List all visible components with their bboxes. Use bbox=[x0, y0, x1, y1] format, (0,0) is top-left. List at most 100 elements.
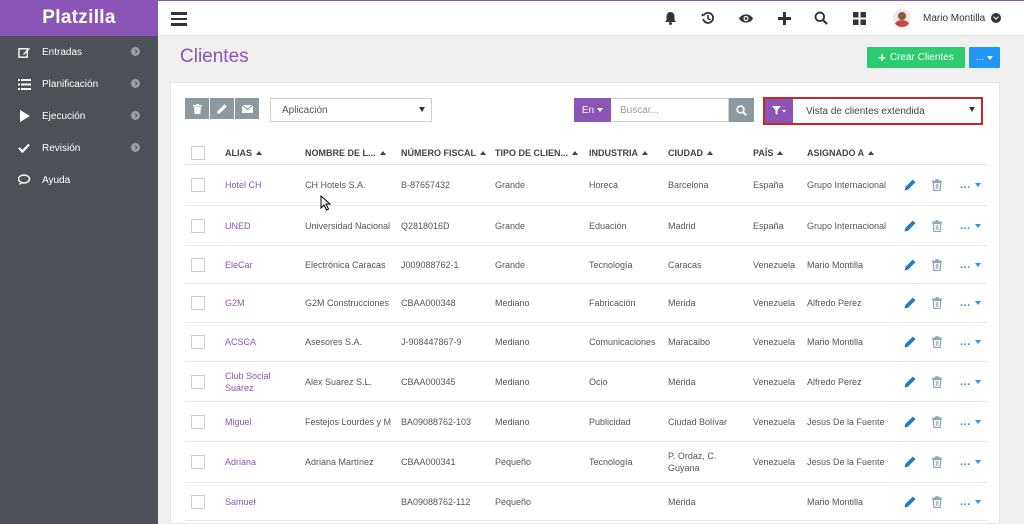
sidebar-item-label: Revisión bbox=[42, 142, 81, 154]
select-all-checkbox[interactable] bbox=[191, 145, 205, 160]
row-more-actions-button[interactable]: ... bbox=[960, 416, 981, 428]
search-language-dropdown[interactable]: En bbox=[574, 98, 611, 122]
edit-row-icon[interactable] bbox=[904, 496, 916, 508]
table-row[interactable]: G2M G2M Construcciones CBAA000348 Mediano Fa… bbox=[185, 284, 987, 323]
table-row[interactable]: EleCar Electrónica Caracas J009088762-1 Gra… bbox=[185, 246, 987, 284]
row-checkbox[interactable] bbox=[191, 374, 205, 389]
client-alias-link[interactable]: UNED bbox=[225, 220, 251, 231]
row-more-actions-button[interactable]: ... bbox=[960, 220, 981, 232]
column-header-alias[interactable]: ALIAS bbox=[225, 147, 305, 159]
row-more-actions-button[interactable]: ... bbox=[960, 179, 981, 191]
edit-row-icon[interactable] bbox=[904, 456, 916, 468]
edit-button[interactable] bbox=[210, 98, 234, 119]
eye-icon[interactable] bbox=[738, 10, 754, 26]
row-checkbox[interactable] bbox=[191, 257, 205, 272]
edit-row-icon[interactable] bbox=[904, 259, 916, 271]
table-row[interactable]: ACSCA Asesores S.A. J-908447867-9 Mediano Co… bbox=[185, 323, 987, 362]
search-icon[interactable] bbox=[813, 10, 829, 26]
table-row[interactable]: Adriana Adriana Martínez CBAA000341 Pequeño… bbox=[185, 442, 987, 483]
edit-row-icon[interactable] bbox=[904, 297, 916, 309]
edit-row-icon[interactable] bbox=[904, 220, 916, 232]
row-checkbox[interactable] bbox=[191, 296, 205, 310]
row-more-actions-button[interactable]: ... bbox=[960, 259, 981, 271]
sort-icon bbox=[642, 150, 648, 155]
user-name: Mario Montilla bbox=[923, 12, 986, 24]
row-checkbox[interactable] bbox=[191, 178, 205, 192]
sidebar-item-entradas[interactable]: Entradas bbox=[0, 36, 158, 68]
delete-button[interactable] bbox=[185, 98, 209, 119]
delete-row-icon[interactable] bbox=[931, 336, 943, 348]
sidebar-item-ayuda[interactable]: Ayuda bbox=[0, 164, 158, 196]
row-checkbox[interactable] bbox=[191, 494, 205, 509]
row-more-actions-button[interactable]: ... bbox=[960, 336, 981, 348]
edit-row-icon[interactable] bbox=[904, 416, 916, 428]
client-alias-link[interactable]: G2M bbox=[225, 298, 245, 308]
sidebar-nav: Entradas Planificación Ejecución Revisió… bbox=[0, 36, 158, 196]
edit-row-icon[interactable] bbox=[904, 376, 916, 388]
column-header-industria[interactable]: INDUSTRIA bbox=[589, 147, 668, 159]
search-button[interactable] bbox=[729, 98, 754, 122]
user-menu[interactable]: Mario Montilla bbox=[893, 9, 1002, 27]
table-row[interactable]: Club Social Suárez Alex Suarez S.L. CBAA00… bbox=[185, 362, 987, 402]
client-alias-link[interactable]: EleCar bbox=[225, 259, 253, 270]
history-icon[interactable] bbox=[700, 10, 716, 26]
delete-row-icon[interactable] bbox=[931, 375, 943, 388]
client-type: Grande bbox=[495, 220, 526, 231]
client-assigned-to: Mario Montilla bbox=[807, 259, 864, 270]
row-more-actions-button[interactable]: ... bbox=[960, 297, 981, 309]
client-alias-link[interactable]: Hotel CH bbox=[225, 180, 262, 190]
sidebar-item-ejecucion[interactable]: Ejecución bbox=[0, 100, 158, 132]
caret-down-icon bbox=[974, 301, 981, 305]
application-select[interactable]: Aplicación bbox=[270, 98, 432, 122]
brand-logo[interactable]: Platzilla bbox=[0, 0, 158, 36]
row-checkbox[interactable] bbox=[191, 218, 205, 233]
row-checkbox[interactable] bbox=[191, 414, 205, 429]
row-checkbox[interactable] bbox=[191, 455, 205, 469]
row-checkbox[interactable] bbox=[191, 335, 205, 349]
delete-row-icon[interactable] bbox=[931, 456, 943, 468]
column-header-asignado[interactable]: ASIGNADO A bbox=[807, 147, 902, 159]
table-row[interactable]: Samuel BA09088762-112 Pequeño Mérida Mario M… bbox=[185, 483, 987, 521]
client-city: Barcelona bbox=[668, 180, 709, 190]
bulk-actions bbox=[185, 98, 260, 119]
language-label: En bbox=[581, 104, 595, 116]
search-input[interactable] bbox=[611, 98, 729, 122]
table-row[interactable]: UNED Universidad Nacional Q2818016D Grande E… bbox=[185, 206, 987, 246]
client-alias-link[interactable]: ACSCA bbox=[225, 337, 257, 347]
row-more-actions-button[interactable]: ... bbox=[960, 456, 981, 468]
client-industry: Publicidad bbox=[589, 416, 631, 427]
hamburger-menu-icon[interactable] bbox=[171, 12, 187, 26]
delete-row-icon[interactable] bbox=[931, 258, 943, 271]
delete-row-icon[interactable] bbox=[931, 495, 943, 508]
sidebar-item-planificacion[interactable]: Planificación bbox=[0, 68, 158, 100]
edit-row-icon[interactable] bbox=[904, 336, 916, 348]
table-row[interactable]: Hotel CH CH Hotels S.A. B-87657432 Grande Ho… bbox=[185, 165, 987, 206]
delete-row-icon[interactable] bbox=[931, 415, 943, 428]
view-select[interactable]: Vista de clientes extendida bbox=[793, 99, 981, 123]
client-alias-link[interactable]: Samuel bbox=[225, 496, 256, 507]
create-client-button[interactable]: + Crear Clientes bbox=[867, 47, 965, 68]
row-more-actions-button[interactable]: ... bbox=[960, 376, 981, 388]
column-header-tipo[interactable]: TIPO DE CLIEN... bbox=[495, 147, 589, 159]
more-actions-button[interactable]: ... bbox=[969, 47, 1000, 68]
delete-row-icon[interactable] bbox=[931, 297, 943, 309]
delete-row-icon[interactable] bbox=[931, 219, 943, 232]
plus-icon[interactable] bbox=[776, 10, 792, 26]
email-button[interactable] bbox=[235, 98, 259, 119]
client-alias-link[interactable]: Miguel bbox=[225, 416, 252, 427]
filter-button[interactable] bbox=[765, 99, 793, 123]
row-more-actions-button[interactable]: ... bbox=[960, 496, 981, 508]
grid-icon[interactable] bbox=[851, 10, 867, 26]
bell-icon[interactable] bbox=[662, 10, 678, 26]
column-header-pais[interactable]: PAÍS bbox=[753, 147, 807, 159]
table-row[interactable]: Miguel Festejos Lourdes y M BA09088762-103… bbox=[185, 402, 987, 442]
client-alias-link[interactable]: Adriana bbox=[225, 457, 257, 467]
delete-row-icon[interactable] bbox=[931, 179, 943, 191]
column-header-nombre[interactable]: NOMBRE DE L... bbox=[305, 147, 401, 159]
column-header-numero-fiscal[interactable]: NÚMERO FISCAL bbox=[401, 147, 495, 159]
client-fiscal-number: B-87657432 bbox=[401, 180, 451, 190]
sidebar-item-revision[interactable]: Revisión bbox=[0, 132, 158, 164]
column-header-ciudad[interactable]: CIUDAD bbox=[668, 147, 753, 159]
client-alias-link[interactable]: Club Social Suárez bbox=[225, 370, 271, 393]
edit-row-icon[interactable] bbox=[904, 179, 916, 191]
